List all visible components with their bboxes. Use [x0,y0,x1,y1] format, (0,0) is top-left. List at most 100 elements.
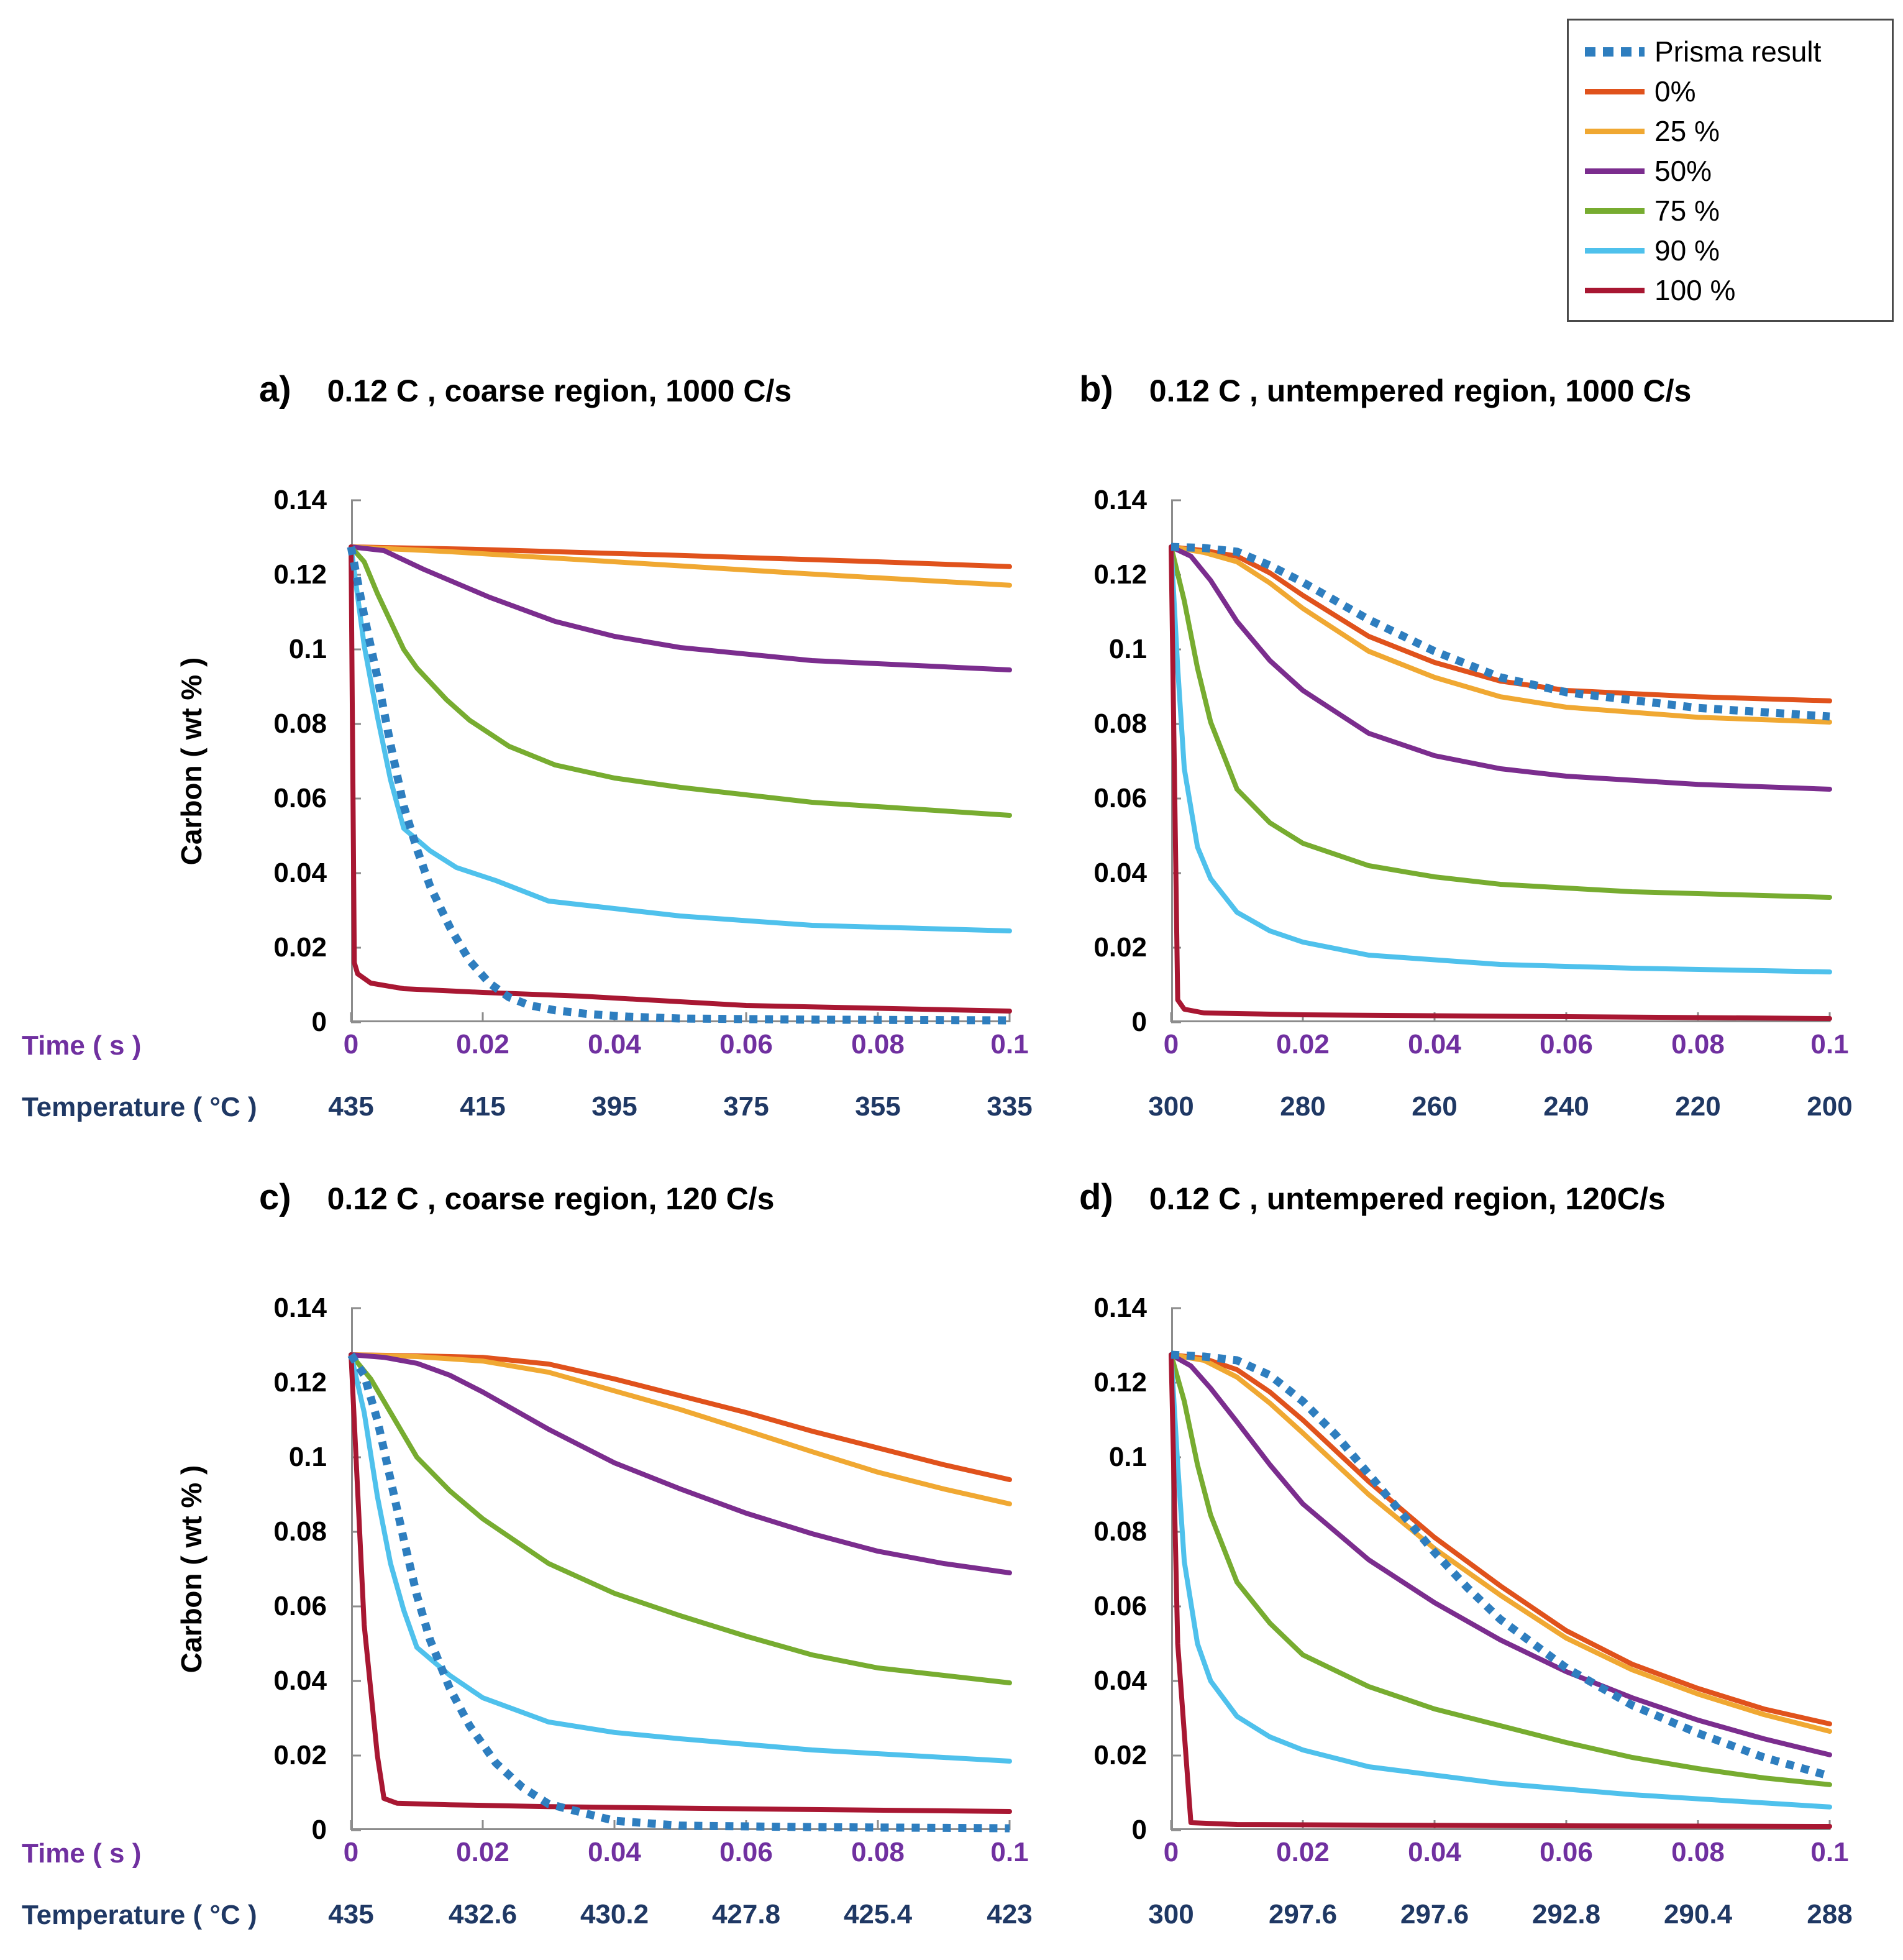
time-axis-label: Time ( s ) [22,1838,142,1869]
y-tick-label: 0.06 [1093,783,1147,813]
legend-label: 50% [1654,155,1712,187]
time-tick-label: 0.04 [1408,1029,1461,1060]
y-tick-label: 0.02 [273,932,327,963]
time-tick-label: 0.1 [1810,1837,1849,1867]
series-p50 [349,544,1012,672]
legend-label: 90 % [1654,234,1720,267]
y-tick-label: 0.02 [1093,932,1147,963]
temperature-tick-label: 427.8 [711,1899,781,1930]
legend-line-sample [1585,247,1645,254]
temperature-tick-label: 335 [987,1091,1033,1122]
temperature-axis-row: 300 297.6 297.6 292.8 290.4 288 [1148,1898,1852,1936]
panel-letter: c) [259,1177,291,1217]
series-p0 [1169,544,1832,703]
series-p100 [1169,544,1832,1021]
series-p50 [1169,1352,1832,1757]
legend-entry: 50% [1585,151,1892,191]
y-axis-ticks: 0.14 0.12 0.1 0.08 0.06 0.04 0.02 0 [1016,485,1156,1037]
y-tick-label: 0.14 [1093,1293,1147,1323]
temperature-tick-label: 220 [1675,1091,1721,1122]
y-axis-ticks: 0.14 0.12 0.1 0.08 0.06 0.04 0.02 0 [196,485,335,1037]
temperature-tick-label: 395 [591,1091,637,1122]
plot-title-text: 0.12 C , untempered region, 120C/s [1149,1181,1666,1216]
legend-label: 0% [1654,75,1696,108]
series-p50 [1169,544,1832,792]
series-prisma [1171,1350,1831,1780]
y-tick-label: 0.06 [273,1591,327,1621]
subplot-b: b) 0.12 C , untempered region, 1000 C/s … [1079,369,1853,1122]
temperature-axis-label: Temperature ( °C ) [22,1900,257,1930]
legend-entry: 100 % [1585,270,1892,310]
temperature-tick-label: 292.8 [1531,1899,1601,1930]
legend-label: 25 % [1654,115,1720,147]
temperature-tick-label: 280 [1280,1091,1326,1122]
y-tick-label: 0.1 [288,634,327,664]
time-tick-label: 0.02 [1276,1029,1330,1060]
plot-title-text: 0.12 C , untempered region, 1000 C/s [1149,373,1692,408]
series-p75 [1169,544,1832,900]
plot-area [1169,1307,1832,1831]
y-tick-label: 0.12 [1093,559,1147,590]
plot-area [347,1307,1012,1833]
time-tick-label: 0.06 [719,1029,773,1060]
series-p0 [349,1352,1012,1482]
legend-line-sample [1585,287,1645,293]
temperature-tick-label: 290.4 [1663,1899,1733,1930]
legend-label: 100 % [1654,274,1736,306]
time-tick-label: 0 [343,1837,359,1867]
y-axis-ticks: 0.14 0.12 0.1 0.08 0.06 0.04 0.02 0 [196,1293,335,1845]
legend-dotted-line-sample [1585,47,1645,57]
time-tick-label: 0.04 [588,1029,641,1060]
series-p100 [1169,1352,1832,1829]
y-tick-label: 0.06 [273,783,327,813]
series-p100 [349,1352,1012,1814]
y-tick-label: 0 [311,1007,327,1037]
legend-line-sample [1585,128,1645,134]
y-tick-label: 0.04 [1093,858,1147,888]
subplot-c: c) 0.12 C , coarse region, 120 C/s 0.14 0… [259,1177,1033,1930]
y-tick-label: 0.02 [1093,1740,1147,1770]
temperature-tick-label: 432.6 [448,1899,518,1930]
y-tick-label: 0.14 [1093,485,1147,515]
time-axis-row: 0 0.02 0.04 0.06 0.08 0.1 [344,1836,1029,1874]
time-tick-label: 0.1 [990,1837,1029,1867]
y-tick-label: 0.08 [273,708,327,739]
subplot-d: d) 0.12 C , untempered region, 120C/s 0.… [1079,1177,1853,1930]
temperature-tick-label: 297.6 [1400,1899,1469,1930]
time-tick-label: 0.02 [1276,1837,1330,1867]
time-tick-label: 0.1 [1810,1029,1849,1060]
plot-title-text: 0.12 C , coarse region, 1000 C/s [327,373,792,408]
series-p75 [349,1352,1012,1685]
series-p90 [1169,544,1832,974]
y-tick-label: 0.1 [288,1442,327,1472]
plot-title: a) 0.12 C , coarse region, 1000 C/s [259,369,792,410]
temperature-tick-label: 297.6 [1268,1899,1338,1930]
series-p25 [1169,544,1832,725]
legend-box: Prisma result 0% 25 % 50% 75 % 90 % 100 % [1567,19,1894,322]
y-tick-label: 0.12 [273,559,327,590]
time-tick-label: 0.1 [990,1029,1029,1060]
temperature-tick-label: 375 [723,1091,769,1122]
temperature-axis-label: Temperature ( °C ) [22,1092,257,1122]
y-tick-label: 0.04 [273,1665,327,1696]
temperature-tick-label: 240 [1543,1091,1589,1122]
time-tick-label: 0.06 [719,1837,773,1867]
legend-line-sample [1585,168,1645,174]
time-tick-label: 0.04 [1408,1837,1461,1867]
time-axis-row: 0 0.02 0.04 0.06 0.08 0.1 [1164,1836,1849,1874]
time-tick-label: 0.06 [1540,1837,1593,1867]
series-p100 [349,544,1012,1014]
panel-letter: b) [1079,369,1113,410]
temperature-tick-label: 200 [1807,1091,1853,1122]
series-p50 [349,1352,1012,1575]
y-tick-label: 0 [1131,1007,1147,1037]
plot-title: d) 0.12 C , untempered region, 120C/s [1079,1176,1666,1218]
plot-title: b) 0.12 C , untempered region, 1000 C/s [1079,369,1691,410]
y-tick-label: 0.14 [273,1293,327,1323]
y-tick-label: 0.04 [273,858,327,888]
y-tick-label: 0 [1131,1815,1147,1845]
series-p25 [349,544,1012,588]
temperature-tick-label: 430.2 [580,1899,649,1930]
time-tick-label: 0.02 [456,1029,509,1060]
legend-entry: 0% [1585,71,1892,111]
